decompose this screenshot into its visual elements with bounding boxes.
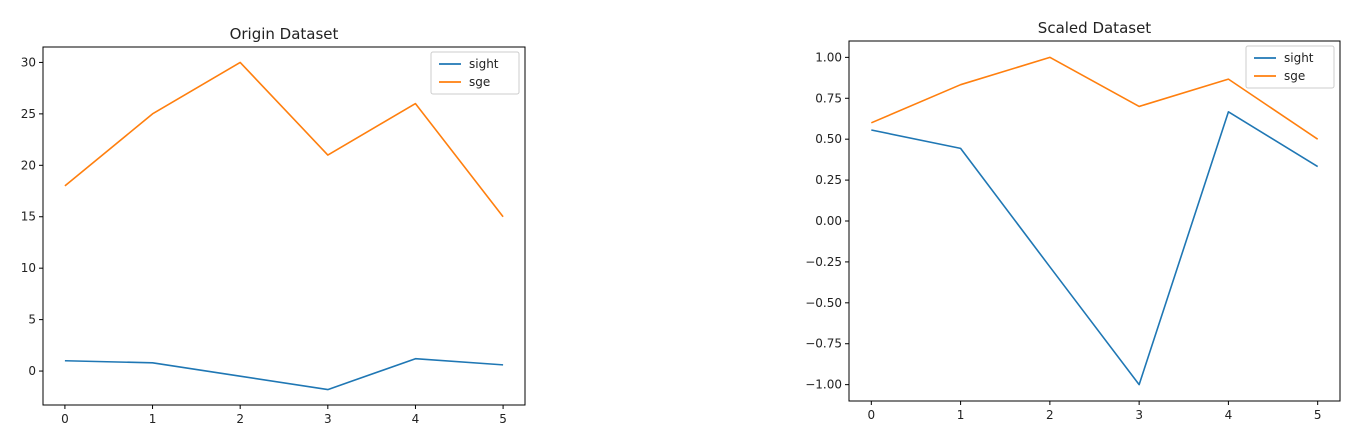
series-line-sight — [64, 357, 504, 391]
x-tick-label: 1 — [957, 408, 965, 422]
y-tick-label: −0.25 — [805, 255, 842, 269]
x-tick-label: 4 — [412, 412, 420, 426]
x-tick-label: 0 — [61, 412, 69, 426]
legend-box — [430, 51, 520, 95]
y-tick-label: −0.75 — [805, 337, 842, 351]
scaled-dataset-chart: Scaled Dataset −1.00 −0.75 −0.50 −0.25 0.00 0.… — [805, 19, 1341, 422]
chart-title: Origin Dataset — [230, 25, 339, 43]
legend-label: sight — [469, 57, 499, 71]
plot-frame — [42, 46, 526, 406]
y-tick-label: 0.25 — [815, 173, 842, 187]
legend: sight sge — [430, 51, 520, 95]
y-tick-label: −0.50 — [805, 296, 842, 310]
x-tick-label: 3 — [1135, 408, 1143, 422]
y-tick-label: 0 — [28, 364, 36, 378]
series-line-sight — [871, 111, 1319, 386]
series-line-sge — [871, 56, 1319, 140]
legend-label: sge — [1284, 69, 1305, 83]
x-tick-label: 2 — [236, 412, 244, 426]
origin-dataset-chart: Origin Dataset 0 5 10 15 20 25 30 0 1 2 3 4 5 sight sge — [21, 25, 526, 426]
chart-title: Scaled Dataset — [1038, 19, 1152, 37]
y-tick-label: −1.00 — [805, 378, 842, 392]
x-tick-label: 4 — [1225, 408, 1233, 422]
legend-label: sge — [469, 75, 490, 89]
x-tick-label: 5 — [499, 412, 507, 426]
x-tick-label: 3 — [324, 412, 332, 426]
y-tick-label: 0.00 — [815, 214, 842, 228]
x-tick-label: 1 — [149, 412, 157, 426]
x-tick-label: 5 — [1314, 408, 1322, 422]
y-tick-label: 1.00 — [815, 50, 842, 64]
x-tick-label: 2 — [1046, 408, 1054, 422]
y-tick-label: 0.50 — [815, 132, 842, 146]
y-tick-label: 10 — [21, 261, 36, 275]
y-tick-label: 15 — [21, 210, 36, 224]
legend-label: sight — [1284, 51, 1314, 65]
y-tick-label: 25 — [21, 107, 36, 121]
y-tick-label: 30 — [21, 55, 36, 69]
plot-frame — [848, 40, 1341, 402]
legend: sight sge — [1245, 45, 1335, 89]
x-tick-label: 0 — [867, 408, 875, 422]
series-line-sge — [64, 61, 504, 218]
legend-box — [1245, 45, 1335, 89]
y-tick-label: 0.75 — [815, 91, 842, 105]
y-tick-label: 20 — [21, 158, 36, 172]
y-tick-label: 5 — [28, 313, 36, 327]
